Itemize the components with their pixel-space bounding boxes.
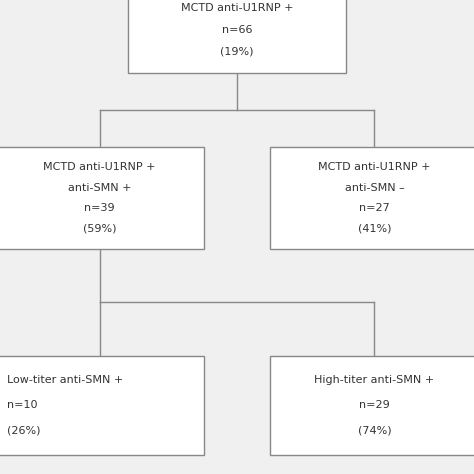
- Text: n=10: n=10: [7, 400, 37, 410]
- Text: anti-SMN +: anti-SMN +: [68, 182, 131, 193]
- FancyBboxPatch shape: [270, 147, 474, 249]
- Text: MCTD anti-U1RNP +: MCTD anti-U1RNP +: [318, 162, 431, 173]
- FancyBboxPatch shape: [128, 0, 346, 73]
- Text: (26%): (26%): [7, 425, 41, 435]
- Text: (59%): (59%): [83, 223, 116, 234]
- Text: High-titer anti-SMN +: High-titer anti-SMN +: [314, 375, 435, 385]
- Text: Low-titer anti-SMN +: Low-titer anti-SMN +: [7, 375, 123, 385]
- FancyBboxPatch shape: [0, 147, 204, 249]
- Text: MCTD anti-U1RNP +: MCTD anti-U1RNP +: [43, 162, 156, 173]
- Text: n=29: n=29: [359, 400, 390, 410]
- Text: n=27: n=27: [359, 203, 390, 213]
- Text: MCTD anti-U1RNP +: MCTD anti-U1RNP +: [181, 3, 293, 13]
- Text: (41%): (41%): [358, 223, 391, 234]
- Text: n=39: n=39: [84, 203, 115, 213]
- FancyBboxPatch shape: [0, 356, 204, 455]
- Text: (19%): (19%): [220, 46, 254, 56]
- Text: n=66: n=66: [222, 25, 252, 35]
- Text: (74%): (74%): [358, 425, 391, 435]
- FancyBboxPatch shape: [270, 356, 474, 455]
- Text: anti-SMN –: anti-SMN –: [345, 182, 404, 193]
